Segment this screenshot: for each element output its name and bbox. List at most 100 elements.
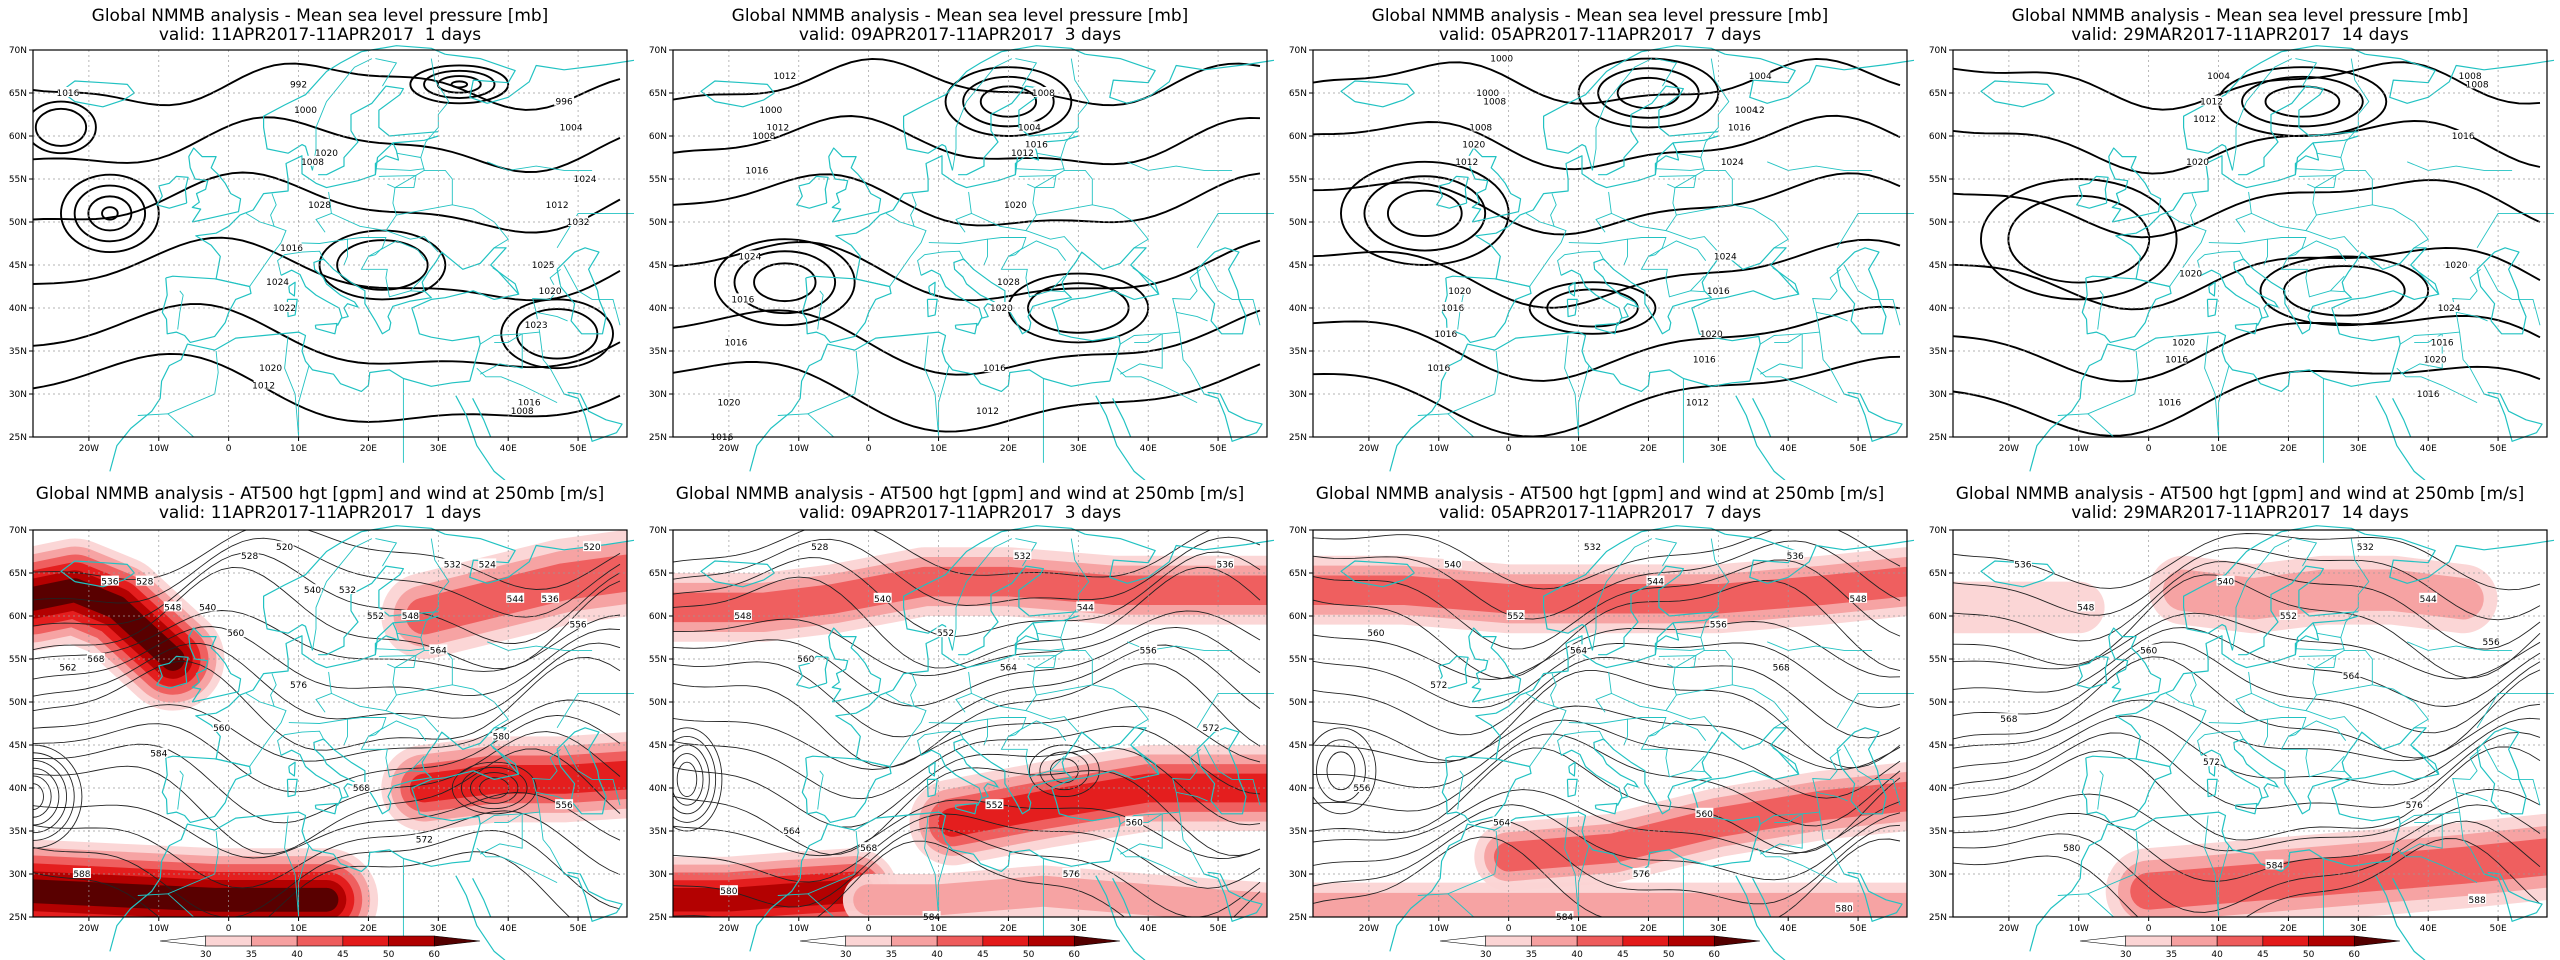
coastline xyxy=(314,802,338,815)
isobar-label: 1008 xyxy=(752,132,775,142)
height-label-bg xyxy=(289,678,308,689)
isobar-label-bg xyxy=(2159,396,2180,407)
country-border xyxy=(1065,538,1090,623)
height-contour-ring xyxy=(676,761,698,798)
country-border xyxy=(1592,538,1653,651)
isobar-label: 1016 xyxy=(2452,132,2475,142)
lon-tick-label: 20W xyxy=(79,924,99,934)
height-contour xyxy=(673,705,1261,770)
coastline xyxy=(1475,135,1719,279)
lon-tick-label: 20W xyxy=(1359,444,1379,454)
country-border xyxy=(1843,873,1859,879)
lat-tick-label: 25N xyxy=(1289,433,1307,443)
lon-tick-label: 20E xyxy=(2280,444,2297,454)
isobar-label: 1025 xyxy=(532,261,555,271)
isobar-label-bg xyxy=(512,405,533,416)
country-border xyxy=(2288,240,2347,261)
isobar-label: 1012 xyxy=(1455,158,1478,168)
height-label-bg xyxy=(1202,721,1221,732)
country-border xyxy=(1015,58,1038,87)
country-border xyxy=(928,718,988,746)
country-border xyxy=(1176,311,1208,322)
coastline xyxy=(156,175,189,209)
coastline xyxy=(920,258,999,326)
coastline xyxy=(828,147,882,223)
height-label-bg xyxy=(1569,644,1588,655)
colorbar-cell xyxy=(2262,935,2309,947)
height-label-bg xyxy=(163,601,182,612)
height-label: 562 xyxy=(59,664,76,674)
height-label: 580 xyxy=(2063,844,2080,854)
country-border xyxy=(1557,250,1605,276)
country-border xyxy=(1203,873,1219,879)
height-label-bg xyxy=(338,584,357,595)
country-border xyxy=(315,191,332,233)
z500-wind-panel: 532 536 540 544 548 552 556 560 564 568 572 576 580 5… xyxy=(1920,480,2560,960)
height-label-bg xyxy=(2405,799,2424,810)
height-label: 580 xyxy=(1836,904,1853,914)
country-border xyxy=(1676,152,1701,158)
height-label-bg xyxy=(2342,670,2361,681)
isobar-label-bg xyxy=(2425,353,2446,364)
lat-tick-label: 50N xyxy=(1289,218,1307,228)
coastline xyxy=(2412,747,2440,775)
coastline xyxy=(1598,565,1719,656)
country-border xyxy=(1015,168,1065,171)
country-border xyxy=(1690,290,1705,293)
lat-tick-label: 45N xyxy=(1929,261,1947,271)
country-border xyxy=(2295,168,2345,171)
height-contour xyxy=(1313,579,1901,679)
colorbar-tick-label: 50 xyxy=(1663,950,1675,960)
country-border xyxy=(1774,333,1803,343)
height-label: 568 xyxy=(87,655,104,665)
height-contour xyxy=(673,663,1261,768)
coastline xyxy=(1725,53,1915,104)
isobar-label-bg xyxy=(2208,69,2229,80)
coastline xyxy=(556,727,607,815)
isobar-label: 1016 xyxy=(724,338,747,348)
colorbar-cell xyxy=(433,935,481,947)
lon-tick-label: 20E xyxy=(1000,924,1017,934)
isobar-label: 1020 xyxy=(1448,287,1471,297)
country-border xyxy=(1119,813,1163,855)
map-plot: 5325365405445485525565605645685725765805… xyxy=(1289,525,1915,960)
isobars xyxy=(33,62,621,423)
height-contour xyxy=(1313,820,1901,905)
height-label-bg xyxy=(149,747,168,758)
height-label: 548 xyxy=(164,603,181,613)
country-border xyxy=(2305,710,2359,733)
country-border xyxy=(2298,175,2337,189)
panel-title: Global NMMB analysis - AT500 hgt [gpm] a… xyxy=(35,484,605,504)
coastlines xyxy=(1980,525,2555,960)
height-label: 540 xyxy=(874,595,891,605)
lon-tick-label: 20E xyxy=(1640,924,1657,934)
country-border xyxy=(2288,720,2347,741)
coastline xyxy=(1543,525,1726,651)
height-label: 544 xyxy=(1077,603,1094,613)
height-label: 556 xyxy=(556,801,573,811)
country-border xyxy=(2295,648,2345,651)
isobar-label-bg xyxy=(57,87,78,97)
lat-tick-label: 25N xyxy=(649,913,667,923)
country-border xyxy=(476,367,558,404)
coastline xyxy=(954,802,978,815)
country-border xyxy=(1179,332,1205,395)
height-contours xyxy=(673,530,1261,917)
country-border xyxy=(2483,744,2541,806)
height-label-bg xyxy=(1013,549,1032,560)
country-border xyxy=(1774,813,1803,823)
height-contour xyxy=(1953,641,2541,734)
country-border xyxy=(2345,538,2370,623)
isobar-label: 1016 xyxy=(2158,399,2181,409)
colorbar-tick-label: 50 xyxy=(2303,950,2315,960)
isobar xyxy=(673,172,1261,227)
country-border xyxy=(2399,748,2481,825)
lon-tick-label: 0 xyxy=(1506,444,1512,454)
country-border xyxy=(2330,290,2345,293)
country-border xyxy=(2330,770,2345,773)
isobars xyxy=(1953,61,2541,437)
country-border xyxy=(2396,367,2478,404)
coastline xyxy=(2234,322,2258,335)
height-label: 536 xyxy=(542,595,559,605)
panel-title: Global NMMB analysis - Mean sea level pr… xyxy=(731,6,1189,26)
